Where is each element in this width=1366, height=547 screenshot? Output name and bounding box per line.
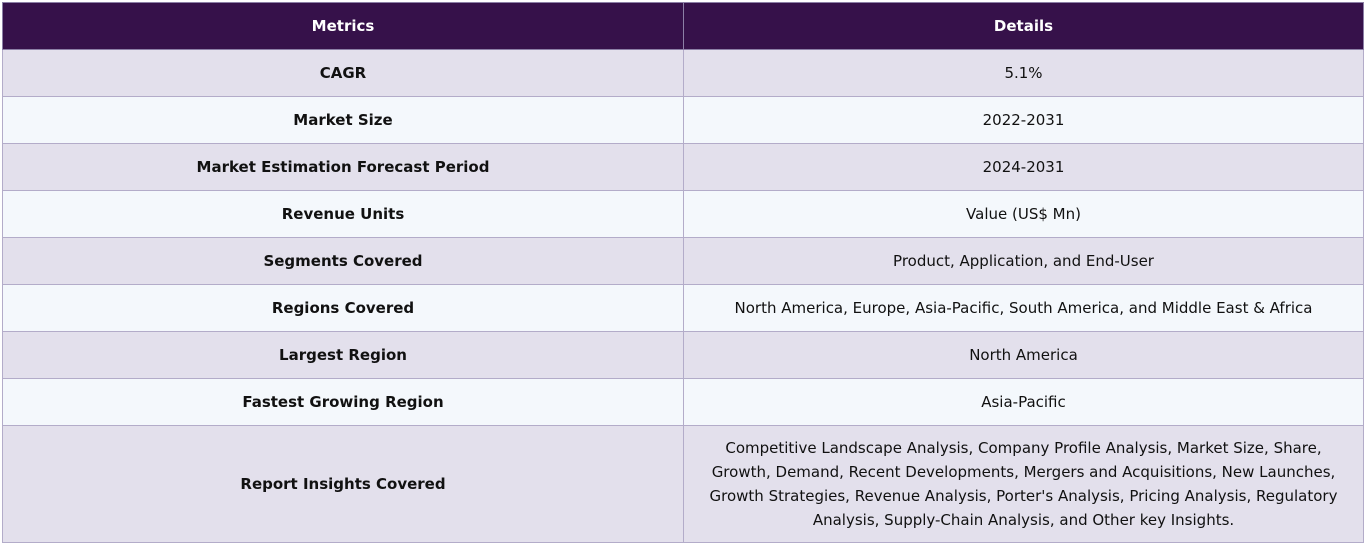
table-row: Market Estimation Forecast Period 2024-2…: [2, 143, 1364, 191]
metric-cell: Segments Covered: [2, 237, 684, 285]
metric-cell: Report Insights Covered: [2, 425, 684, 543]
detail-cell: 5.1%: [683, 49, 1364, 97]
table-row: CAGR 5.1%: [2, 49, 1364, 97]
table-header-row: Metrics Details: [2, 2, 1364, 50]
metric-cell: Revenue Units: [2, 190, 684, 238]
detail-cell: Asia-Pacific: [683, 378, 1364, 426]
table-row: Revenue Units Value (US$ Mn): [2, 190, 1364, 238]
metric-cell: Fastest Growing Region: [2, 378, 684, 426]
table-row: Segments Covered Product, Application, a…: [2, 237, 1364, 285]
metric-cell: CAGR: [2, 49, 684, 97]
header-metrics: Metrics: [2, 2, 684, 50]
table-row: Fastest Growing Region Asia-Pacific: [2, 378, 1364, 426]
detail-cell: North America: [683, 331, 1364, 379]
metric-cell: Largest Region: [2, 331, 684, 379]
detail-cell: Product, Application, and End-User: [683, 237, 1364, 285]
table-row: Largest Region North America: [2, 331, 1364, 379]
header-details: Details: [683, 2, 1364, 50]
metric-cell: Market Size: [2, 96, 684, 144]
detail-cell: North America, Europe, Asia-Pacific, Sou…: [683, 284, 1364, 332]
metric-cell: Market Estimation Forecast Period: [2, 143, 684, 191]
table-row: Report Insights Covered Competitive Land…: [2, 425, 1364, 543]
metric-cell: Regions Covered: [2, 284, 684, 332]
detail-cell: Competitive Landscape Analysis, Company …: [683, 425, 1364, 543]
table-row: Market Size 2022-2031: [2, 96, 1364, 144]
detail-cell: 2024-2031: [683, 143, 1364, 191]
detail-cell: 2022-2031: [683, 96, 1364, 144]
detail-cell: Value (US$ Mn): [683, 190, 1364, 238]
table-row: Regions Covered North America, Europe, A…: [2, 284, 1364, 332]
